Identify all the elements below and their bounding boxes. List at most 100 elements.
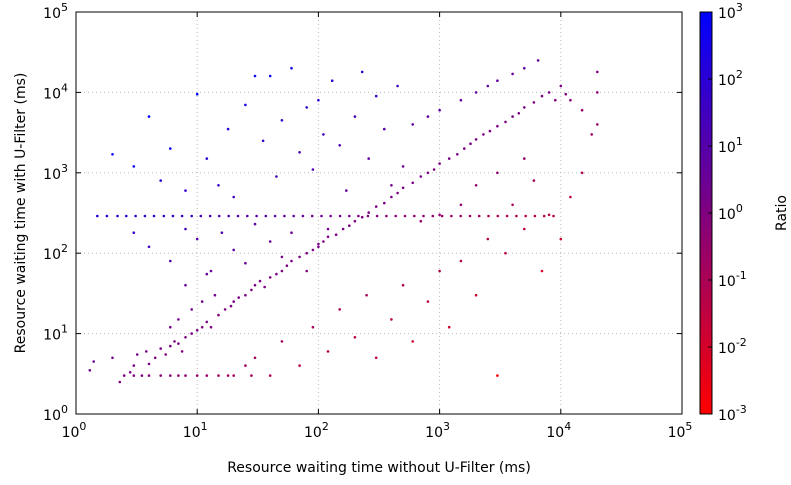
data-point — [184, 374, 187, 377]
data-point — [459, 259, 463, 263]
data-point — [348, 224, 351, 227]
data-point — [317, 98, 320, 102]
data-point — [268, 276, 272, 279]
data-point — [159, 179, 162, 182]
data-point — [426, 171, 430, 175]
data-point — [226, 374, 230, 377]
colorbar-tick-label: 10-2 — [718, 336, 747, 357]
data-point — [559, 84, 563, 88]
y-axis-label: Resource waiting time with U-Filter (ms) — [13, 73, 29, 354]
data-point — [116, 214, 119, 218]
data-point — [320, 214, 323, 218]
data-point — [217, 374, 220, 377]
data-point — [275, 175, 278, 178]
data-point — [169, 325, 172, 329]
y-tick-label: 100 — [43, 403, 68, 424]
data-point — [338, 308, 342, 311]
data-point — [468, 214, 472, 218]
data-point — [326, 227, 330, 231]
data-point — [283, 214, 286, 218]
data-point — [496, 214, 500, 218]
data-point — [426, 300, 430, 303]
data-point — [367, 157, 371, 160]
data-point — [195, 92, 199, 96]
data-point — [132, 364, 136, 367]
data-point — [523, 157, 526, 160]
data-point — [264, 214, 268, 218]
data-point — [310, 214, 314, 218]
data-point — [322, 133, 325, 136]
y-tick-label: 105 — [43, 1, 68, 22]
data-point — [569, 195, 572, 199]
data-point — [132, 165, 136, 168]
data-point — [360, 70, 364, 74]
data-point — [590, 133, 593, 136]
data-point — [463, 147, 466, 150]
x-tick-label: 101 — [183, 420, 208, 441]
data-point — [532, 101, 536, 104]
data-point — [159, 347, 162, 350]
data-point — [268, 74, 272, 78]
colorbar-ticks: 10-3 10-2 10-1 100 101 102 103 — [708, 1, 747, 424]
x-axis-ticks: 100 101 102 103 104 105 — [62, 12, 692, 441]
data-point — [390, 318, 393, 321]
data-point — [305, 251, 309, 255]
data-point — [134, 214, 137, 218]
data-point — [486, 237, 490, 241]
data-point — [229, 304, 233, 308]
data-point — [596, 123, 599, 126]
data-point — [496, 124, 499, 128]
data-point — [496, 171, 499, 175]
data-point — [232, 300, 235, 303]
data-point — [505, 214, 509, 218]
data-point — [190, 214, 193, 218]
data-point — [438, 269, 441, 273]
data-point — [317, 245, 320, 249]
data-point — [459, 214, 463, 218]
data-point — [273, 214, 277, 218]
data-point — [517, 112, 521, 115]
data-point — [152, 214, 156, 218]
data-point — [326, 235, 330, 239]
data-point — [322, 240, 325, 243]
x-tick-label: 100 — [62, 420, 87, 441]
data-point — [135, 353, 139, 356]
data-point — [258, 279, 262, 283]
data-point — [244, 293, 247, 297]
data-point — [147, 115, 151, 118]
data-point — [330, 79, 334, 82]
data-point — [311, 325, 315, 329]
data-point — [213, 293, 217, 297]
data-point — [209, 269, 213, 273]
data-point — [195, 374, 199, 377]
data-point — [477, 214, 481, 218]
data-point — [533, 214, 537, 218]
data-point — [285, 264, 289, 268]
data-point — [365, 293, 368, 297]
data-point — [125, 214, 128, 218]
data-point — [487, 214, 490, 218]
data-point — [263, 285, 266, 289]
data-point — [450, 214, 453, 218]
data-point — [411, 181, 415, 185]
data-point — [488, 129, 492, 133]
data-point — [268, 374, 272, 377]
data-point — [255, 214, 258, 218]
data-point — [383, 201, 386, 205]
data-point — [223, 308, 227, 311]
data-point — [147, 374, 151, 377]
data-point — [118, 380, 122, 384]
data-point — [111, 356, 114, 360]
data-point — [246, 214, 249, 218]
data-point — [511, 115, 514, 118]
data-point — [205, 272, 209, 276]
data-points — [88, 59, 599, 384]
data-point — [374, 94, 378, 98]
data-point — [290, 66, 293, 70]
data-point — [232, 374, 235, 377]
x-tick-label: 103 — [425, 420, 450, 441]
data-point — [244, 103, 247, 107]
data-point — [132, 231, 136, 234]
data-point — [353, 336, 357, 339]
